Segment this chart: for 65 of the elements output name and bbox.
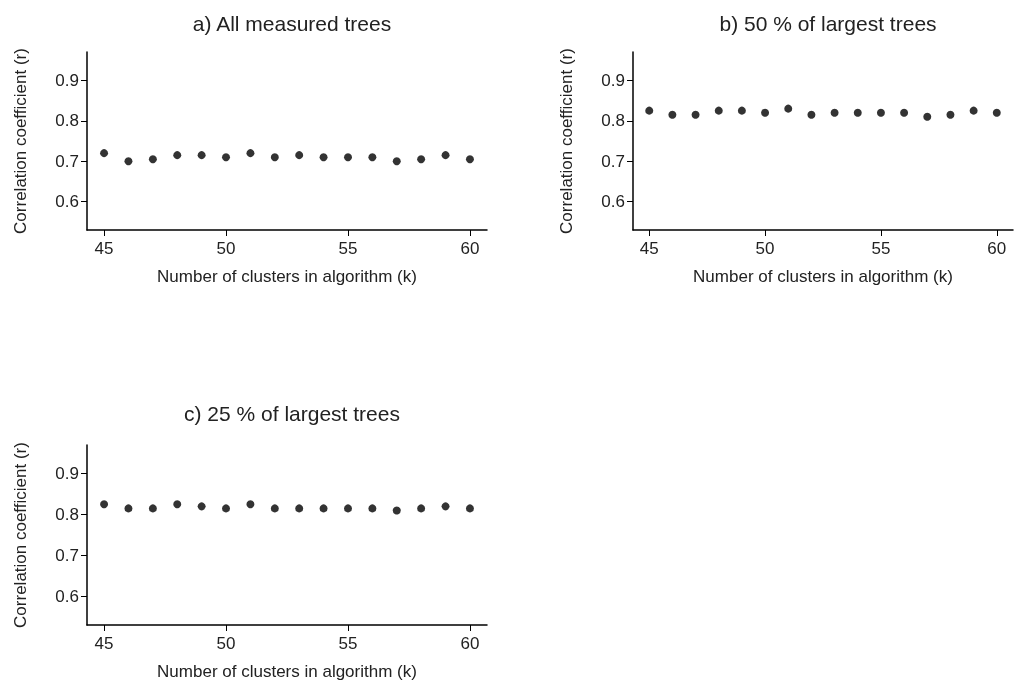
point — [100, 149, 109, 158]
point — [992, 108, 1001, 117]
point — [441, 151, 450, 160]
x-tick-label: 60 — [987, 239, 1007, 258]
y-tick-label: 0.8 — [55, 505, 79, 525]
point — [853, 108, 862, 117]
point — [173, 151, 182, 160]
point — [148, 155, 157, 164]
point — [969, 106, 978, 115]
x-tick-label: 45 — [94, 239, 114, 258]
chart-title: c) 25 % of largest trees — [184, 402, 400, 425]
x-tick-label: 55 — [871, 239, 891, 258]
x-tick-label: 50 — [216, 634, 236, 653]
point — [270, 153, 279, 162]
point — [465, 155, 474, 164]
y-tick-label: 0.7 — [55, 151, 79, 171]
point — [923, 112, 932, 121]
x-tick-label: 45 — [94, 634, 114, 653]
y-tick-label: 0.7 — [55, 545, 79, 565]
y-axis-title: Correlation coefficient (r) — [11, 48, 30, 234]
x-axis-title: Number of clusters in algorithm (k) — [157, 267, 417, 286]
point — [807, 110, 816, 119]
y-tick-label: 0.9 — [601, 70, 625, 90]
point — [197, 151, 206, 160]
point — [392, 157, 401, 166]
y-tick-label: 0.8 — [601, 111, 625, 131]
point — [417, 155, 426, 164]
y-tick-label: 0.6 — [55, 586, 79, 606]
x-tick-label: 55 — [338, 634, 358, 653]
point — [246, 149, 255, 158]
x-tick-label: 55 — [338, 239, 358, 258]
x-tick-label: 50 — [216, 239, 236, 258]
x-tick-label: 45 — [639, 239, 659, 258]
y-tick-label: 0.7 — [601, 151, 625, 171]
point — [295, 151, 304, 160]
point — [319, 153, 328, 162]
point — [714, 106, 723, 115]
y-axis-title: Correlation coefficient (r) — [11, 442, 30, 628]
point — [737, 106, 746, 115]
y-tick-label: 0.9 — [55, 70, 79, 90]
x-tick-label: 60 — [460, 239, 480, 258]
point — [946, 110, 955, 119]
chart-title: b) 50 % of largest trees — [719, 12, 937, 35]
y-tick-label: 0.6 — [55, 192, 79, 212]
y-tick-label: 0.6 — [601, 192, 625, 212]
x-tick-label: 60 — [460, 634, 480, 653]
point — [830, 108, 839, 117]
point — [645, 106, 654, 115]
y-tick-label: 0.9 — [55, 464, 79, 484]
point — [343, 153, 352, 162]
y-tick-label: 0.8 — [55, 111, 79, 131]
point — [784, 104, 793, 113]
point — [222, 153, 231, 162]
point — [668, 110, 677, 119]
x-axis-title: Number of clusters in algorithm (k) — [157, 662, 417, 681]
x-axis-title: Number of clusters in algorithm (k) — [693, 267, 953, 286]
point — [876, 108, 885, 117]
chart-title: a) All measured trees — [192, 12, 392, 35]
point — [691, 110, 700, 119]
point — [124, 157, 133, 166]
point — [761, 108, 770, 117]
y-axis-title: Correlation coefficient (r) — [557, 48, 576, 234]
point — [900, 108, 909, 117]
point — [368, 153, 377, 162]
x-tick-label: 50 — [755, 239, 775, 258]
